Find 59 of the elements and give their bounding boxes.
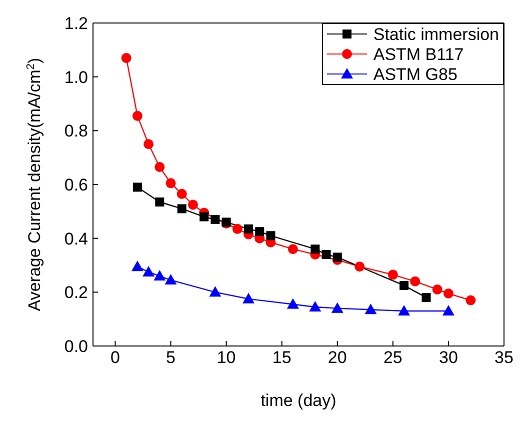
point xyxy=(364,304,377,314)
point xyxy=(322,250,331,259)
point xyxy=(242,292,255,304)
point xyxy=(332,252,342,262)
point xyxy=(144,139,154,150)
point xyxy=(286,298,299,309)
point xyxy=(388,270,398,280)
point xyxy=(400,280,409,290)
x-tick-label: 10 xyxy=(216,348,236,368)
point xyxy=(188,200,198,210)
point xyxy=(176,188,187,199)
y-tick-label: 0.0 xyxy=(64,337,88,356)
point xyxy=(288,244,298,254)
x-tick-label: 35 xyxy=(494,348,514,368)
legend-label: ASTM G85 xyxy=(373,64,458,84)
point xyxy=(154,162,165,172)
y-tick-label: 1.2 xyxy=(64,14,88,34)
y-tick-label: 0.2 xyxy=(64,283,88,302)
y-tick-label: 0.4 xyxy=(64,229,88,248)
point xyxy=(210,214,220,224)
y-tick-label: 1.0 xyxy=(64,68,88,87)
point xyxy=(255,227,264,236)
legend-label: ASTM B117 xyxy=(373,44,464,64)
point xyxy=(200,212,209,222)
point xyxy=(166,178,176,188)
y-tick-label: 0.6 xyxy=(64,176,88,195)
point xyxy=(443,288,454,299)
point xyxy=(422,293,431,302)
point xyxy=(309,300,322,312)
point xyxy=(177,204,186,214)
x-tick-label: 25 xyxy=(383,348,402,368)
point xyxy=(466,295,476,306)
point xyxy=(266,231,276,240)
point xyxy=(154,270,166,281)
point xyxy=(131,260,144,272)
point xyxy=(331,302,344,313)
point xyxy=(354,262,365,272)
point xyxy=(209,286,222,297)
point xyxy=(155,197,164,206)
point xyxy=(121,52,132,63)
point xyxy=(310,244,320,254)
point xyxy=(432,284,442,294)
x-tick-label: 15 xyxy=(272,348,292,368)
legend-label: Static immersion xyxy=(373,24,499,44)
point xyxy=(442,305,454,316)
point xyxy=(132,110,142,121)
point xyxy=(410,276,420,286)
x-tick-label: 5 xyxy=(166,348,176,368)
y-tick-label: 0.8 xyxy=(64,122,88,141)
point xyxy=(398,305,410,316)
x-tick-label: 30 xyxy=(439,348,458,368)
point xyxy=(244,224,254,234)
point xyxy=(232,224,242,234)
point xyxy=(164,274,177,285)
x-tick-label: 20 xyxy=(328,348,347,368)
x-axis-title: time (day) xyxy=(260,391,336,410)
x-tick-label: 0 xyxy=(110,348,120,368)
point xyxy=(142,266,155,276)
point xyxy=(132,182,142,192)
